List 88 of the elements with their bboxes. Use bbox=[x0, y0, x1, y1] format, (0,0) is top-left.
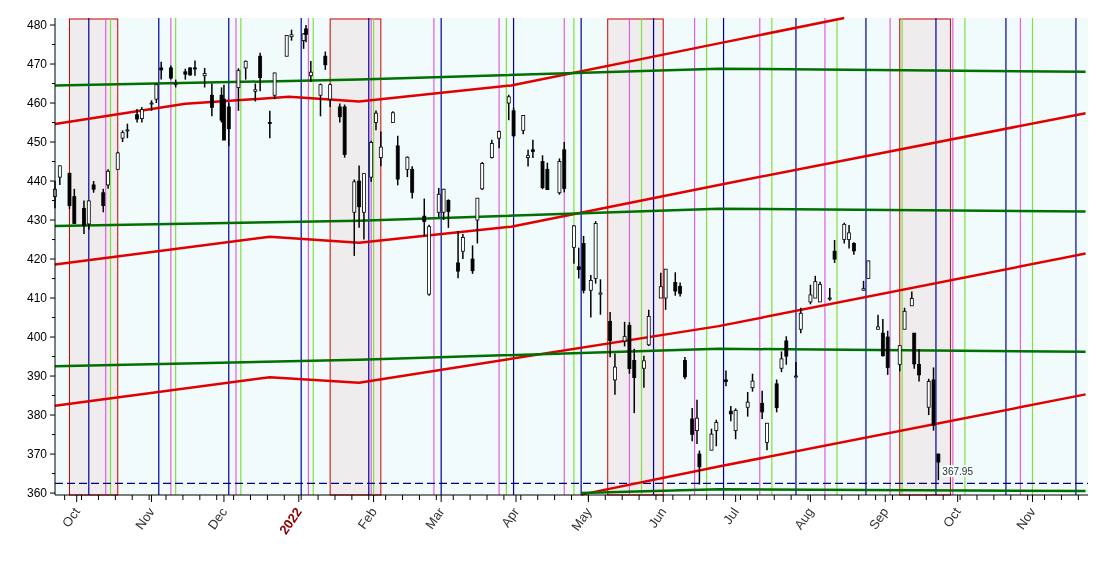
candlestick bbox=[733, 407, 738, 440]
candlestick bbox=[506, 94, 511, 121]
candlestick bbox=[765, 422, 769, 451]
candlestick bbox=[760, 390, 765, 420]
candlestick bbox=[272, 71, 277, 100]
y-tick-label: 400 bbox=[26, 330, 48, 345]
candlestick bbox=[57, 164, 62, 186]
candlestick bbox=[794, 361, 798, 378]
line-series bbox=[53, 252, 1087, 407]
candlestick bbox=[827, 287, 832, 302]
candlestick bbox=[936, 452, 941, 481]
candlestick bbox=[876, 314, 880, 330]
candlestick bbox=[308, 60, 313, 83]
x-tick-label: Oct bbox=[59, 504, 84, 530]
candlestick bbox=[613, 352, 617, 396]
candlestick bbox=[866, 259, 871, 280]
line-series bbox=[53, 16, 846, 126]
x-tick-label: Jun bbox=[645, 504, 670, 531]
y-tick-label: 410 bbox=[26, 291, 48, 306]
candlestick bbox=[526, 149, 530, 168]
candlestick bbox=[779, 350, 784, 373]
candlestick bbox=[530, 138, 535, 159]
x-tick-label: Apr bbox=[498, 504, 523, 530]
candlestick bbox=[897, 344, 902, 373]
y-tick-label: 360 bbox=[26, 486, 48, 501]
candlestick bbox=[673, 271, 678, 297]
candlestick bbox=[521, 114, 526, 135]
x-tick-label: Jul bbox=[719, 504, 742, 527]
line-series bbox=[53, 347, 1087, 368]
candlestick bbox=[683, 356, 687, 380]
candlestick bbox=[422, 197, 427, 237]
candlestick bbox=[784, 335, 789, 366]
y-tick-label: 480 bbox=[26, 18, 48, 33]
candlestick bbox=[226, 102, 231, 148]
candlestick bbox=[460, 233, 465, 260]
candlestick bbox=[470, 244, 475, 275]
x-tick-label: Dec bbox=[204, 504, 231, 533]
candlestick bbox=[572, 224, 576, 265]
x-tick-label: Aug bbox=[791, 504, 817, 533]
candlestick bbox=[714, 418, 719, 447]
line-series bbox=[53, 67, 1087, 87]
candlestick bbox=[209, 82, 214, 118]
candlestick bbox=[697, 449, 702, 486]
y-tick-label: 460 bbox=[26, 96, 48, 111]
candlestick bbox=[236, 67, 241, 112]
y-tick-label: 370 bbox=[26, 447, 48, 462]
y-tick-label: 430 bbox=[26, 213, 48, 228]
candlestick bbox=[318, 82, 323, 118]
candlestick bbox=[724, 369, 728, 387]
candlestick bbox=[902, 307, 907, 330]
y-tick-label: 450 bbox=[26, 135, 48, 150]
y-tick-label: 380 bbox=[26, 408, 48, 423]
candlestick bbox=[101, 188, 106, 213]
candlestick bbox=[374, 109, 378, 132]
x-tick-label: Sep bbox=[865, 504, 892, 533]
candlestick bbox=[258, 51, 263, 93]
candlestick bbox=[86, 199, 91, 231]
line-series bbox=[53, 111, 1087, 266]
candlestick bbox=[323, 50, 328, 71]
y-tick-label: 390 bbox=[26, 369, 48, 384]
candlestick bbox=[832, 239, 837, 264]
annotation: 367.95 bbox=[942, 466, 974, 478]
x-tick-label: Mar bbox=[422, 504, 448, 532]
candlestick bbox=[475, 197, 480, 245]
candlestick bbox=[842, 222, 847, 245]
x-tick-label: Nov bbox=[1013, 504, 1039, 533]
x-tick-label: Nov bbox=[132, 504, 159, 533]
candlestick bbox=[159, 60, 164, 81]
candlestick bbox=[202, 67, 207, 89]
x-tick-label: Feb bbox=[354, 504, 380, 532]
candlestick bbox=[798, 307, 803, 334]
candlestick bbox=[267, 110, 272, 139]
candlestick bbox=[745, 391, 750, 418]
candlestick bbox=[598, 278, 603, 316]
y-tick-label: 440 bbox=[26, 174, 48, 189]
candlestick bbox=[808, 284, 813, 306]
candlestick bbox=[774, 378, 779, 414]
candlestick bbox=[608, 311, 613, 359]
line-series bbox=[53, 207, 1087, 228]
x-tick-label: Oct bbox=[939, 504, 965, 530]
candlestick bbox=[456, 230, 460, 279]
candlestick bbox=[106, 168, 110, 190]
candlestick bbox=[690, 407, 695, 442]
y-tick-label: 470 bbox=[26, 57, 48, 72]
y-tick-label: 420 bbox=[26, 252, 48, 267]
candlestick bbox=[642, 355, 646, 389]
candlestick bbox=[709, 427, 714, 451]
candlestick bbox=[378, 130, 383, 167]
